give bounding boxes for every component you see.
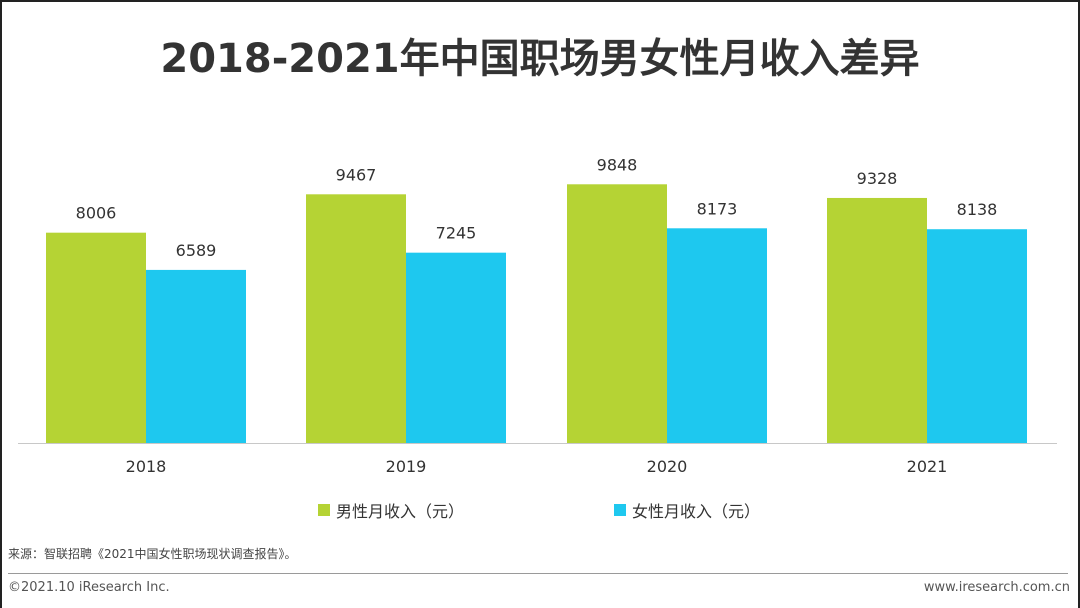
legend-swatch-female [614, 504, 626, 516]
bar-male-2018 [46, 232, 146, 443]
bar-chart: 8006 6589 2018 9467 7245 2019 9848 8173 2020 9328… [18, 155, 1057, 476]
data-label-male-2021: 9328 [857, 169, 898, 188]
bar-male-2020 [567, 184, 667, 444]
legend-swatch-male [318, 504, 330, 516]
chart-title: 2018-2021年中国职场男女性月收入差异 [160, 36, 920, 82]
bar-female-2019 [406, 252, 506, 443]
footer-divider [8, 573, 1068, 574]
data-label-female-2018: 6589 [176, 241, 217, 260]
bar-female-2020 [667, 228, 767, 443]
source-note: 来源：智联招聘《2021中国女性职场现状调查报告》。 [8, 547, 297, 561]
data-label-male-2018: 8006 [76, 204, 117, 223]
x-tick-label-2021: 2021 [907, 457, 948, 476]
data-label-male-2020: 9848 [597, 155, 638, 174]
legend-item-female: 女性月收入（元） [614, 498, 760, 522]
x-tick-label-2018: 2018 [126, 457, 167, 476]
bar-female-2021 [927, 229, 1027, 443]
x-tick-label-2019: 2019 [386, 457, 427, 476]
legend-label-male: 男性月收入（元） [336, 502, 465, 521]
x-tick-label-2020: 2020 [647, 457, 688, 476]
bar-female-2018 [146, 269, 246, 443]
data-label-female-2021: 8138 [957, 200, 998, 219]
legend: 男性月收入（元） 女性月收入（元） [0, 498, 1080, 522]
data-label-male-2019: 9467 [336, 165, 377, 184]
data-label-female-2019: 7245 [436, 224, 477, 243]
bar-male-2019 [306, 194, 406, 443]
website-url: www.iresearch.com.cn [923, 580, 1070, 595]
data-label-female-2020: 8173 [697, 199, 738, 218]
bar-male-2021 [827, 197, 927, 443]
copyright: ©2021.10 iResearch Inc. [8, 580, 170, 595]
legend-label-female: 女性月收入（元） [632, 502, 761, 521]
legend-item-male: 男性月收入（元） [318, 498, 464, 522]
